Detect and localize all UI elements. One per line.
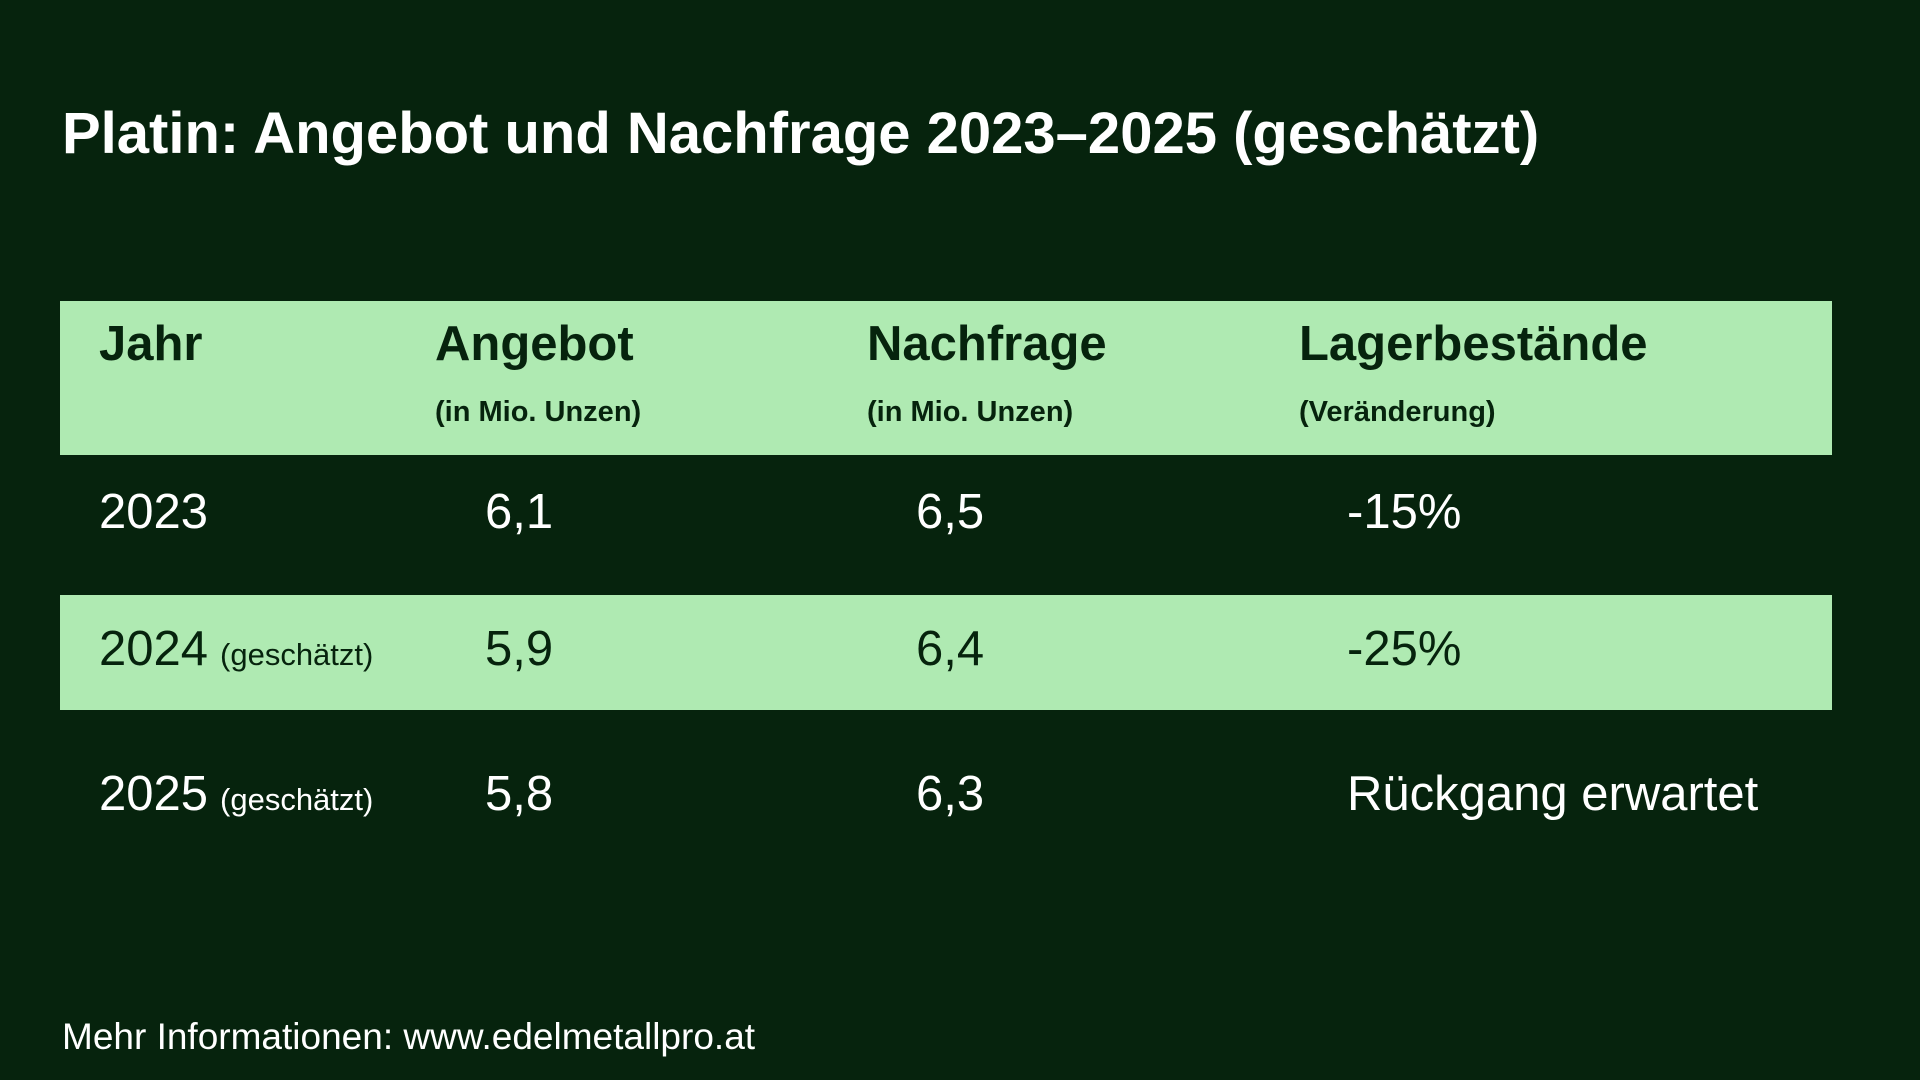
header-label: Nachfrage (867, 317, 1107, 371)
header-label: Jahr (99, 317, 203, 371)
row-demand: 6,3 (916, 767, 985, 821)
row-supply: 5,8 (485, 767, 554, 821)
row-demand: 6,4 (916, 622, 985, 676)
row-note: (geschätzt) (220, 637, 374, 672)
row-stock: Rückgang erwartet (1347, 767, 1759, 821)
header-band (60, 301, 1832, 455)
header-sub: (Veränderung) (1299, 396, 1496, 428)
row-band (60, 595, 1832, 710)
row-note: (geschätzt) (220, 782, 374, 817)
title: Platin: Angebot und Nachfrage 2023–2025 … (62, 101, 1540, 166)
row-year: 2023 (99, 485, 209, 539)
header-label: Lagerbestände (1299, 317, 1648, 371)
row-supply: 6,1 (485, 485, 554, 539)
header-sub: (in Mio. Unzen) (867, 396, 1074, 428)
row-stock: -25% (1347, 622, 1462, 676)
header-label: Angebot (435, 317, 634, 371)
row-stock: -15% (1347, 485, 1462, 539)
row-supply: 5,9 (485, 622, 554, 676)
row-demand: 6,5 (916, 485, 985, 539)
row-year: 2024 (geschätzt) (99, 622, 374, 676)
header-sub: (in Mio. Unzen) (435, 396, 642, 428)
footer: Mehr Informationen: www.edelmetallpro.at (62, 1016, 756, 1057)
row-year: 2025 (geschätzt) (99, 767, 374, 821)
